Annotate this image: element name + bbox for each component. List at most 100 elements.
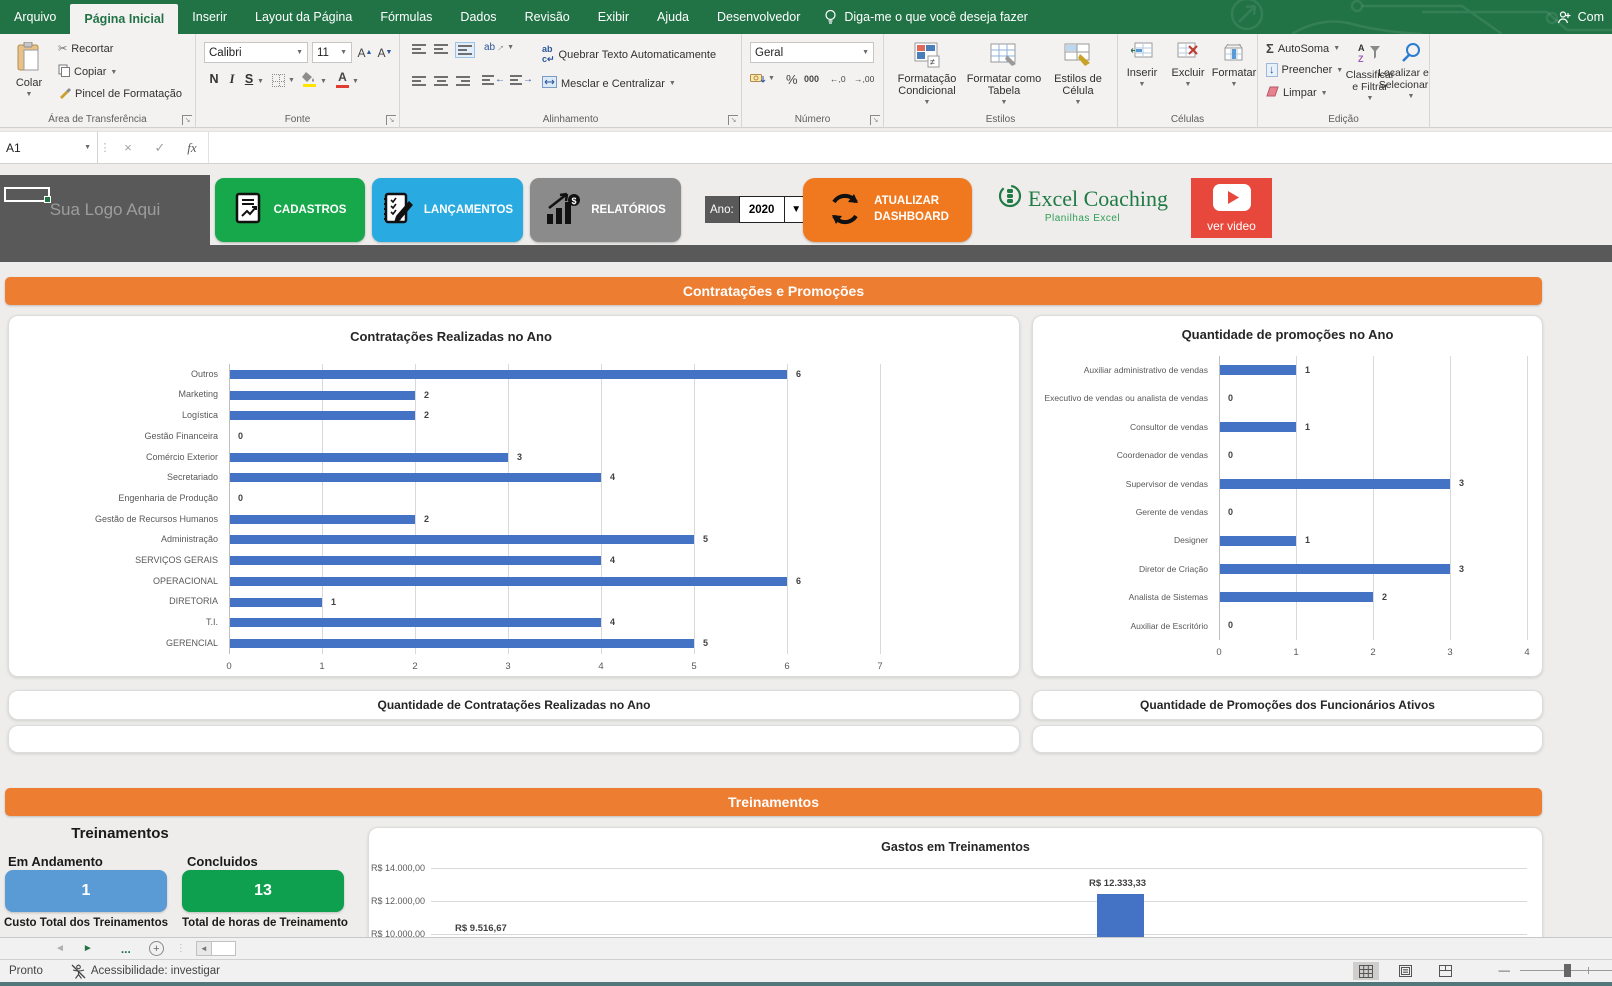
chevron-down-icon[interactable]: ▼ [257,78,264,85]
bar-value-label: 2 [424,513,430,524]
dialog-launcher-icon[interactable]: ↘ [182,115,192,125]
zoom-slider-handle[interactable] [1564,964,1571,977]
lancamentos-button[interactable]: LANÇAMENTOS [372,178,523,242]
relatorios-button[interactable]: $ RELATÓRIOS [530,178,681,242]
x-tick-label: 6 [784,661,790,672]
merge-center-button[interactable]: Mesclar e Centralizar ▼ [542,76,676,91]
increase-decimal-icon[interactable]: ←,0 [830,74,846,84]
category-label: DIRETORIA [169,596,218,607]
number-format-select[interactable]: Geral ▼ [750,42,874,63]
new-sheet-button[interactable]: + [148,941,164,956]
clipboard-icon [16,41,42,75]
find-select-button[interactable]: Localizar e Selecionar ▼ [1378,37,1429,100]
hscroll-thumb[interactable] [211,941,236,956]
ribbon-tabs: Arquivo Página Inicial Inserir Layout da Pá… [0,0,814,34]
ver-video-button[interactable]: ver video [1191,178,1272,238]
orientation-icon[interactable]: ab → ▼ [484,40,515,55]
format-as-table-button[interactable]: Formatar como Tabela ▼ [966,37,1042,106]
zoom-out-button[interactable]: — [1498,965,1511,977]
cut-button[interactable]: ✂ Recortar [58,42,113,56]
sheet-next-icon[interactable]: ► [82,943,93,954]
year-value[interactable]: 2020 [738,196,785,223]
format-cells-button[interactable]: Formatar ▼ [1212,37,1256,88]
align-middle-icon[interactable] [434,44,448,54]
chevron-down-icon[interactable]: ▼ [320,78,327,85]
tab-ajuda[interactable]: Ajuda [657,10,689,24]
tab-fórmulas[interactable]: Fórmulas [380,10,433,24]
tab-exibir[interactable]: Exibir [597,10,629,24]
page-layout-view-button[interactable] [1393,962,1419,980]
cancel-button[interactable]: × [112,132,144,163]
cadastros-button[interactable]: CADASTROS [215,178,365,242]
sheet-ellipsis[interactable]: ... [120,941,131,956]
tab-página-inicial[interactable]: Página Inicial [70,4,179,34]
tab-desenvolvedor[interactable]: Desenvolvedor [716,10,801,24]
tab-arquivo[interactable]: Arquivo [14,10,57,24]
formula-input[interactable] [208,132,1612,163]
decrease-font-icon[interactable]: A ▼ [377,45,393,60]
increase-indent-icon[interactable]: → [510,74,533,85]
dialog-launcher-icon[interactable]: ↘ [870,115,880,125]
delete-cells-button[interactable]: Excluir ▼ [1166,37,1210,88]
page-break-view-button[interactable] [1433,962,1459,980]
comma-style-button[interactable]: 000 [804,74,820,84]
clear-label: Limpar [1283,87,1317,99]
format-painter-button[interactable]: Pincel de Formatação [58,86,182,102]
share-button[interactable]: Com [1557,0,1604,34]
tab-layout-da-página[interactable]: Layout da Página [255,10,353,24]
dialog-launcher-icon[interactable]: ↘ [728,115,738,125]
borders-icon[interactable]: ▼ [272,74,295,87]
conditional-formatting-button[interactable]: ≠ Formatação Condicional ▼ [888,37,966,106]
increase-font-icon[interactable]: A ▲ [357,45,373,60]
zoom-slider[interactable] [1520,962,1612,980]
percent-style-button[interactable]: % [786,72,798,87]
underline-button[interactable]: S [244,72,254,86]
align-right-icon[interactable] [456,76,470,86]
insert-function-button[interactable]: fx [176,132,208,163]
bar-value-label: 1 [1305,535,1311,546]
normal-view-button[interactable] [1352,962,1379,980]
align-bottom-icon[interactable] [455,42,475,58]
tab-revisão[interactable]: Revisão [524,10,570,24]
decrease-indent-icon[interactable]: ← [482,74,505,85]
decrease-decimal-icon[interactable]: →,00 [854,74,875,84]
fill-color-icon[interactable] [302,72,316,87]
align-center-icon[interactable] [434,76,448,86]
wrap-text-button[interactable]: ab c↵ Quebrar Texto Automaticamente [542,44,716,65]
cell-styles-button[interactable]: Estilos de Célula ▼ [1042,37,1114,106]
data-label: R$ 9.516,67 [455,923,507,934]
dialog-launcher-icon[interactable]: ↘ [386,115,396,125]
category-label: Comércio Exterior [145,451,218,462]
italic-button[interactable]: I [229,72,235,86]
autosum-button[interactable]: Σ AutoSoma ▼ [1266,41,1340,56]
sheet-prev-icon[interactable]: ◄ [55,943,65,954]
tab-dados[interactable]: Dados [460,10,497,24]
atualizar-dashboard-button[interactable]: ATUALIZAR DASHBOARD [803,178,972,242]
name-box[interactable]: A1 ▼ [0,132,98,163]
fill-button[interactable]: ↓ Preencher ▼ [1266,63,1343,77]
align-top-icon[interactable] [412,44,426,54]
tab-inserir[interactable]: Inserir [192,10,228,24]
horas-total-label: Total de horas de Treinamento [182,917,348,929]
insert-cells-button[interactable]: Inserir ▼ [1120,37,1164,88]
gridline [229,364,230,654]
copy-button[interactable]: Copiar ▼ [58,64,117,80]
brand-name: Excel Coaching [1028,185,1168,211]
bold-button[interactable]: N [209,72,219,86]
bar [1220,535,1296,546]
font-size-select[interactable]: 11 ▼ [312,42,352,63]
enter-button[interactable]: ✓ [144,132,176,163]
clear-button[interactable]: Limpar ▼ [1266,86,1328,100]
paste-button[interactable]: Colar ▼ [6,37,52,98]
font-family-select[interactable]: Calibri ▼ [204,42,308,63]
font-color-icon[interactable]: A [336,70,349,88]
accessibility-status[interactable]: Acessibilidade: investigar [71,964,220,979]
accounting-format-icon[interactable]: ▼ [750,72,775,85]
category-label: Engenharia de Produção [118,492,218,503]
chevron-down-icon[interactable]: ▼ [352,78,359,85]
selected-cell-outline[interactable] [4,187,51,203]
tell-me-box[interactable]: Diga-me o que você deseja fazer [814,0,1037,34]
align-left-icon[interactable] [412,76,426,86]
hscroll-left-button[interactable]: ◄ [195,941,212,956]
